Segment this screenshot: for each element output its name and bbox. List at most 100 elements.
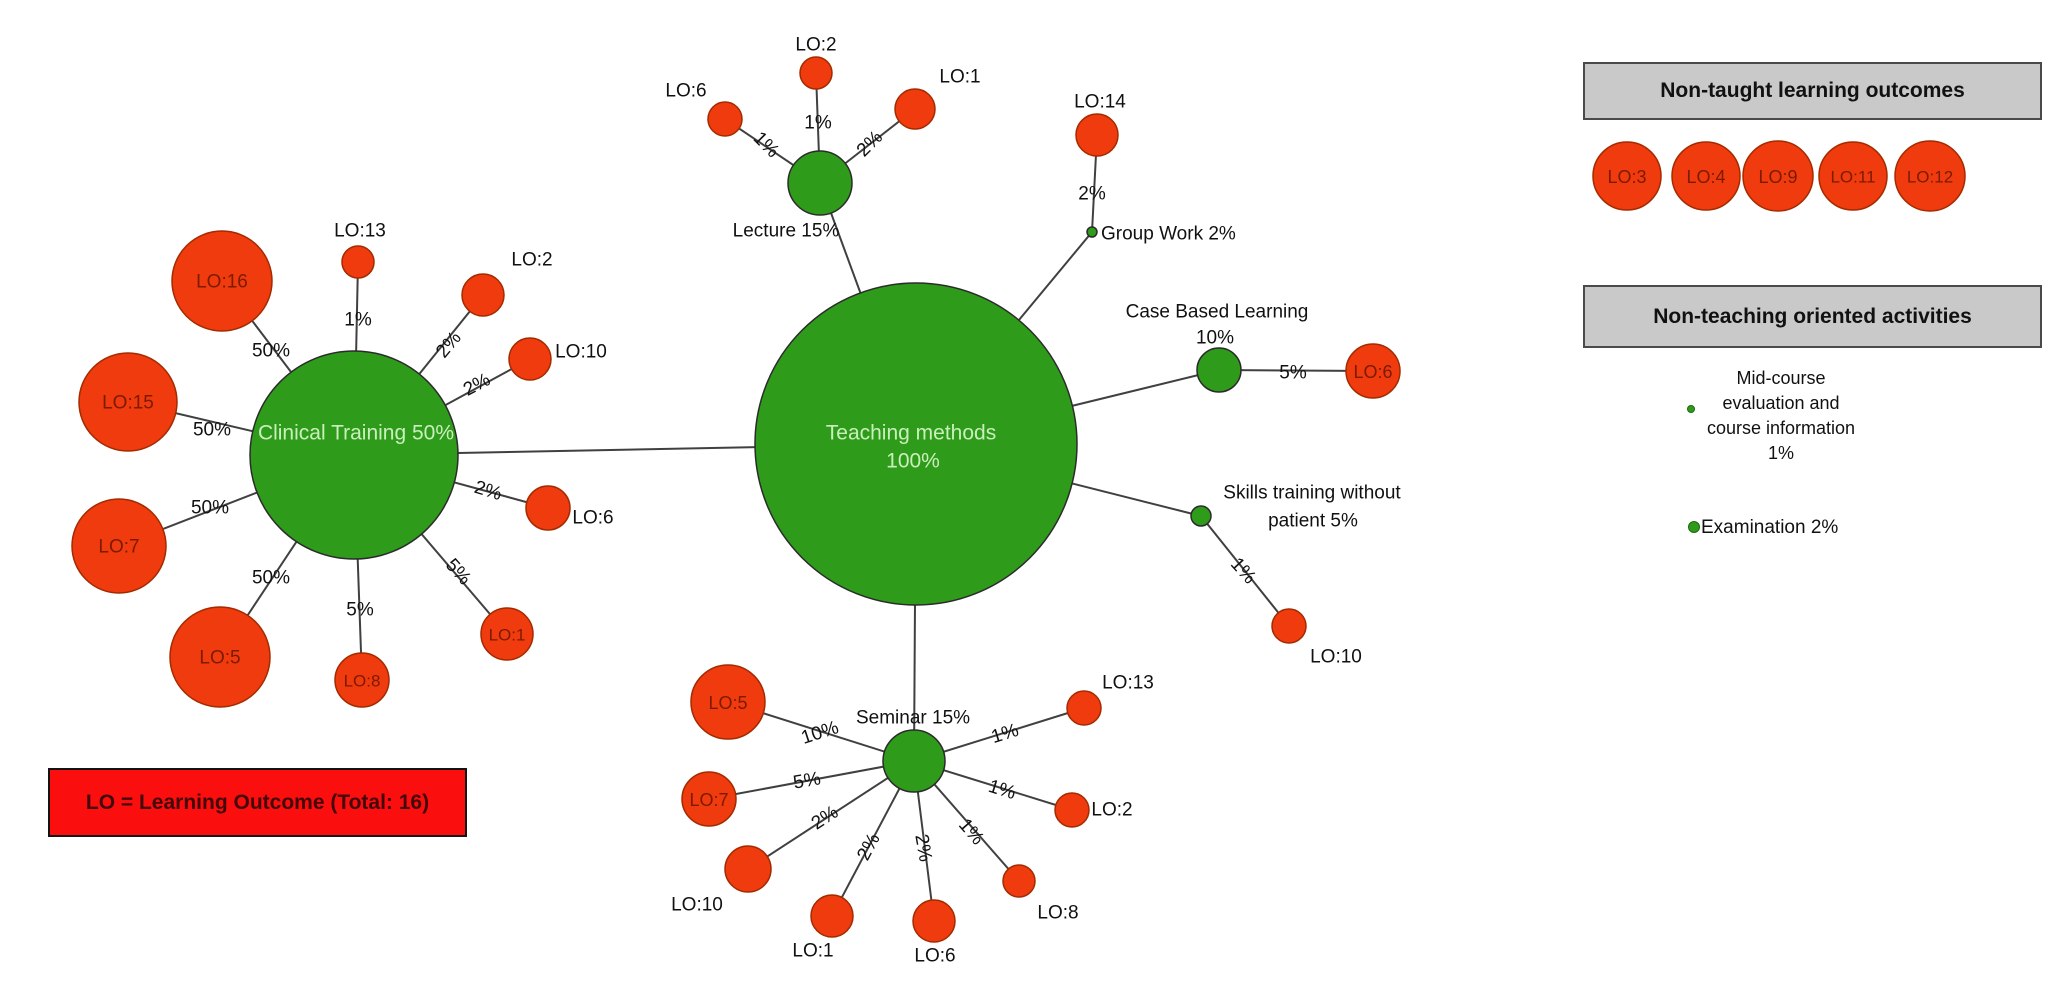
mid-course-evaluation-item: Mid-course evaluation and course informa… — [1691, 366, 1871, 466]
edge-weight: 2% — [853, 830, 884, 864]
edge-weight: 1% — [986, 776, 1019, 804]
outcome-label: LO:7 — [689, 790, 728, 810]
node-cl_lo6 — [525, 485, 571, 531]
node-cl_lo10 — [508, 337, 552, 381]
node-cl_lo15 — [78, 352, 178, 452]
edge-weight: 2% — [910, 833, 935, 864]
edge-weight: 5% — [1279, 363, 1307, 384]
outcome-label: LO:15 — [102, 393, 154, 414]
node-sem_lo10 — [724, 845, 772, 893]
node-sem_lo8 — [1002, 864, 1036, 898]
node-cl_lo13 — [341, 245, 375, 279]
node-cl_lo1 — [480, 607, 534, 661]
edge-weight: 2% — [460, 369, 494, 400]
node-label-group-work: Group Work 2% — [1101, 224, 1236, 245]
outcome-label: LO:2 — [1091, 800, 1132, 821]
non-taught-outcome-label: LO:11 — [1830, 168, 1875, 187]
node-label-clinical-training: Clinical Training 50% — [258, 422, 454, 445]
edge-weight: 5% — [441, 555, 475, 590]
edge-weight: 2% — [472, 477, 505, 505]
node-nt_lo9 — [1742, 140, 1814, 212]
edge-weight: 50% — [252, 341, 290, 362]
non-taught-outcomes-header: Non-taught learning outcomes — [1583, 62, 2042, 120]
examination-item: Examination 2% — [1701, 517, 1839, 538]
node-label-lecture: Lecture 15% — [733, 221, 840, 242]
node-sem_lo5 — [690, 664, 766, 740]
edge-weight: 2% — [808, 802, 843, 835]
outcome-label: LO:7 — [98, 537, 139, 558]
node-seminar — [882, 729, 946, 793]
edge-weight: 2% — [853, 127, 887, 161]
node-label-skills-training-2: patient 5% — [1268, 511, 1358, 532]
outcome-label: LO:10 — [1310, 647, 1362, 668]
outcome-label: LO:1 — [939, 67, 980, 88]
edge-weight: 50% — [191, 498, 229, 519]
non-taught-outcomes-title: Non-taught learning outcomes — [1660, 79, 1965, 102]
outcome-label: LO:6 — [1353, 362, 1392, 382]
node-value-teaching-methods: 100% — [886, 450, 940, 473]
node-nt_lo4 — [1671, 141, 1741, 211]
node-sem_lo13 — [1066, 690, 1102, 726]
node-cl_lo2 — [461, 273, 505, 317]
non-teaching-activities-title: Non-teaching oriented activities — [1653, 304, 1972, 328]
non-taught-outcome-label: LO:4 — [1686, 167, 1725, 187]
non-teaching-activities-header: Non-teaching oriented activities — [1583, 285, 2042, 348]
outcome-label: LO:5 — [708, 693, 747, 713]
node-nt_lo3 — [1592, 141, 1662, 211]
node-cl_lo5 — [169, 606, 271, 708]
node-lec_lo2 — [799, 56, 833, 90]
edge-seminar-sem_lo7 — [708, 760, 915, 800]
node-lec_lo1 — [894, 88, 936, 130]
node-gw_lo14 — [1075, 113, 1119, 157]
outcome-label: LO:2 — [511, 250, 552, 271]
node-cl_lo8 — [334, 652, 390, 708]
node-value-case-based-learning: 10% — [1196, 328, 1234, 349]
mid-course-line-3: course information — [1706, 418, 1856, 438]
edge-skills-sk_lo10 — [1200, 515, 1290, 627]
outcome-label: LO:6 — [665, 81, 706, 102]
edge-weight: 1% — [954, 815, 988, 850]
edge-weight: 2% — [432, 328, 466, 363]
edge-weight: 1% — [804, 113, 832, 134]
edge-weight: 10% — [799, 717, 842, 749]
non-taught-outcome-label: LO:3 — [1607, 167, 1646, 187]
outcome-label: LO:13 — [1102, 673, 1154, 694]
node-label-teaching-methods: Teaching methods — [826, 422, 996, 445]
outcome-label: LO:1 — [489, 626, 526, 645]
outcome-label: LO:13 — [334, 221, 386, 242]
node-nt_lo11 — [1818, 141, 1888, 211]
mid-course-line-1: Mid-course — [1736, 368, 1826, 388]
mid-course-line-2: evaluation and — [1722, 393, 1840, 413]
edge-weight: 50% — [252, 568, 290, 589]
edge-weight: 5% — [792, 768, 823, 793]
node-nt_lo12 — [1894, 140, 1966, 212]
node-skills — [1190, 505, 1212, 527]
outcome-label: LO:2 — [795, 35, 836, 56]
node-label-case-based-learning: Case Based Learning — [1126, 302, 1309, 323]
lo-legend-box: LO = Learning Outcome (Total: 16) — [48, 768, 467, 837]
node-sem_lo2 — [1054, 792, 1090, 828]
edge-weight: 1% — [344, 310, 372, 331]
node-label-seminar: Seminar 15% — [856, 708, 970, 729]
node-sem_lo7 — [681, 771, 737, 827]
node-sk_lo10 — [1271, 608, 1307, 644]
outcome-label: LO:10 — [671, 895, 723, 916]
node-cl_lo16 — [171, 230, 273, 332]
edge-weight: 1% — [749, 128, 783, 162]
edge-weight: 50% — [193, 420, 231, 441]
node-clinical — [249, 350, 459, 560]
node-lecture — [787, 150, 853, 216]
lo-legend-text: LO = Learning Outcome (Total: 16) — [85, 790, 430, 814]
node-cbl_lo6 — [1345, 343, 1401, 399]
node-lec_lo6 — [707, 101, 743, 137]
node-sem_lo6 — [912, 899, 956, 943]
examination-dot-icon — [1688, 521, 1700, 533]
outcome-label: LO:16 — [196, 272, 248, 293]
node-label-skills-training-1: Skills training without — [1223, 483, 1401, 504]
outcome-label: LO:8 — [344, 672, 381, 691]
node-cbl — [1196, 347, 1242, 393]
outcome-label: LO:8 — [1037, 903, 1078, 924]
outcome-label: LO:5 — [199, 648, 240, 669]
